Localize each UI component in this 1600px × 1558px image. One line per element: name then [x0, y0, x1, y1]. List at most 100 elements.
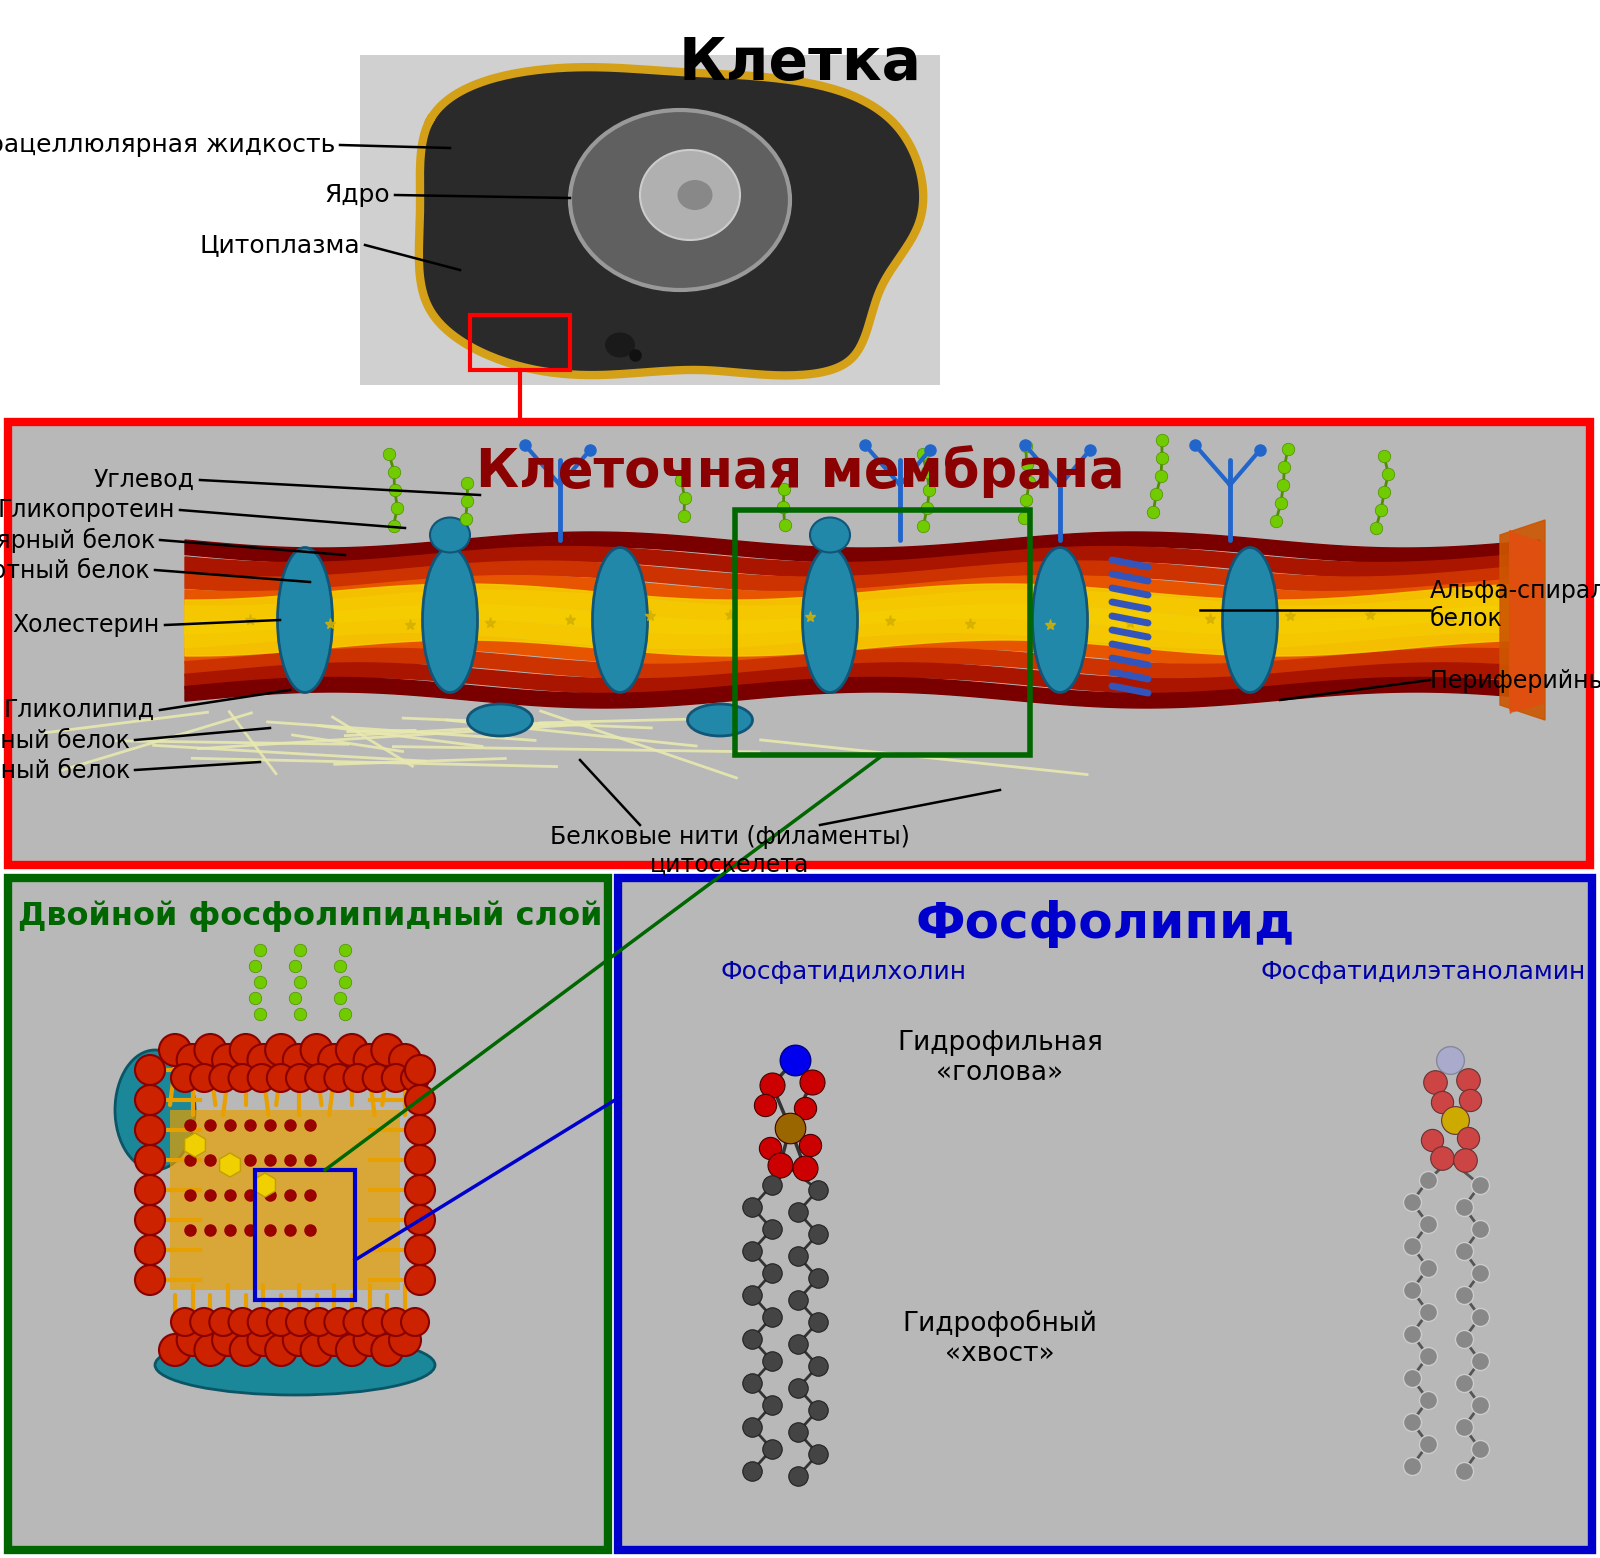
Text: Гликопротеин: Гликопротеин — [0, 499, 174, 522]
Circle shape — [382, 1309, 410, 1337]
Ellipse shape — [430, 517, 470, 553]
Polygon shape — [186, 531, 1539, 562]
Circle shape — [318, 1324, 350, 1355]
Circle shape — [286, 1064, 314, 1092]
Circle shape — [344, 1309, 371, 1337]
Text: Холестерин: Холестерин — [13, 612, 160, 637]
Polygon shape — [1510, 533, 1520, 710]
Circle shape — [210, 1309, 237, 1337]
Circle shape — [248, 1064, 275, 1092]
Polygon shape — [186, 648, 1539, 679]
FancyBboxPatch shape — [8, 879, 608, 1550]
Circle shape — [363, 1309, 390, 1337]
Ellipse shape — [677, 181, 712, 210]
Circle shape — [318, 1044, 350, 1077]
Circle shape — [283, 1324, 315, 1355]
Circle shape — [213, 1044, 245, 1077]
FancyBboxPatch shape — [618, 879, 1592, 1550]
Circle shape — [194, 1334, 226, 1366]
Polygon shape — [419, 67, 923, 375]
Polygon shape — [186, 561, 1539, 592]
Ellipse shape — [1032, 547, 1088, 692]
Circle shape — [176, 1044, 208, 1077]
Circle shape — [158, 1035, 190, 1066]
Polygon shape — [1510, 536, 1531, 707]
Circle shape — [213, 1324, 245, 1355]
Circle shape — [190, 1064, 218, 1092]
Polygon shape — [186, 590, 1539, 620]
Circle shape — [134, 1265, 165, 1295]
Polygon shape — [1510, 539, 1541, 704]
Circle shape — [336, 1334, 368, 1366]
Polygon shape — [186, 662, 1539, 693]
Text: Клеточная мембрана: Клеточная мембрана — [475, 446, 1125, 499]
Circle shape — [405, 1175, 435, 1204]
Polygon shape — [186, 584, 1539, 656]
Polygon shape — [186, 575, 1539, 606]
Text: Поверхностный белок: Поверхностный белок — [0, 728, 130, 753]
Circle shape — [229, 1064, 256, 1092]
Circle shape — [248, 1324, 280, 1355]
Polygon shape — [186, 634, 1539, 664]
Circle shape — [371, 1334, 403, 1366]
Ellipse shape — [570, 111, 790, 290]
Circle shape — [210, 1064, 237, 1092]
Circle shape — [134, 1175, 165, 1204]
Circle shape — [336, 1035, 368, 1066]
Polygon shape — [1501, 520, 1546, 720]
Polygon shape — [1510, 531, 1514, 712]
Circle shape — [405, 1145, 435, 1175]
Circle shape — [405, 1055, 435, 1084]
Circle shape — [134, 1055, 165, 1084]
Text: Фосфатидилэтаноламин: Фосфатидилэтаноламин — [1261, 960, 1586, 985]
Polygon shape — [1510, 538, 1534, 706]
Circle shape — [134, 1116, 165, 1145]
Circle shape — [248, 1044, 280, 1077]
Circle shape — [158, 1334, 190, 1366]
Circle shape — [230, 1334, 262, 1366]
Circle shape — [134, 1204, 165, 1235]
Circle shape — [325, 1309, 352, 1337]
Circle shape — [371, 1035, 403, 1066]
Polygon shape — [186, 547, 1539, 576]
Polygon shape — [1510, 531, 1515, 712]
Text: Фосфолипид: Фосфолипид — [915, 901, 1294, 947]
Circle shape — [134, 1235, 165, 1265]
Polygon shape — [1510, 531, 1517, 710]
Circle shape — [267, 1064, 294, 1092]
Ellipse shape — [592, 547, 648, 692]
Polygon shape — [1510, 539, 1544, 704]
Circle shape — [382, 1064, 410, 1092]
Circle shape — [405, 1265, 435, 1295]
Text: Белковые нити (филаменты)
цитоскелета: Белковые нити (филаменты) цитоскелета — [550, 826, 910, 877]
Polygon shape — [1510, 539, 1539, 704]
FancyBboxPatch shape — [360, 55, 941, 385]
Text: Ядро: Ядро — [325, 182, 390, 207]
Circle shape — [389, 1044, 421, 1077]
Circle shape — [171, 1309, 198, 1337]
Ellipse shape — [688, 704, 752, 735]
Circle shape — [402, 1309, 429, 1337]
Text: Транспортный белок: Транспортный белок — [0, 558, 150, 583]
Text: Экстрацеллюлярная жидкость: Экстрацеллюлярная жидкость — [0, 132, 334, 157]
Circle shape — [134, 1145, 165, 1175]
Polygon shape — [1510, 536, 1530, 707]
Circle shape — [402, 1064, 429, 1092]
Circle shape — [248, 1309, 275, 1337]
Polygon shape — [1510, 534, 1523, 709]
Circle shape — [344, 1064, 371, 1092]
Ellipse shape — [810, 517, 850, 553]
Circle shape — [363, 1064, 390, 1092]
Circle shape — [405, 1204, 435, 1235]
Polygon shape — [1510, 534, 1528, 707]
Text: Гидрофобный
«хвост»: Гидрофобный «хвост» — [902, 1310, 1098, 1368]
Polygon shape — [186, 605, 1539, 636]
Circle shape — [230, 1035, 262, 1066]
Polygon shape — [1510, 538, 1536, 706]
Circle shape — [176, 1324, 208, 1355]
Text: Цитоплазма: Цитоплазма — [200, 234, 360, 257]
Ellipse shape — [467, 704, 533, 735]
Circle shape — [283, 1044, 315, 1077]
Polygon shape — [1510, 533, 1522, 709]
Text: Углевод: Углевод — [94, 467, 195, 492]
